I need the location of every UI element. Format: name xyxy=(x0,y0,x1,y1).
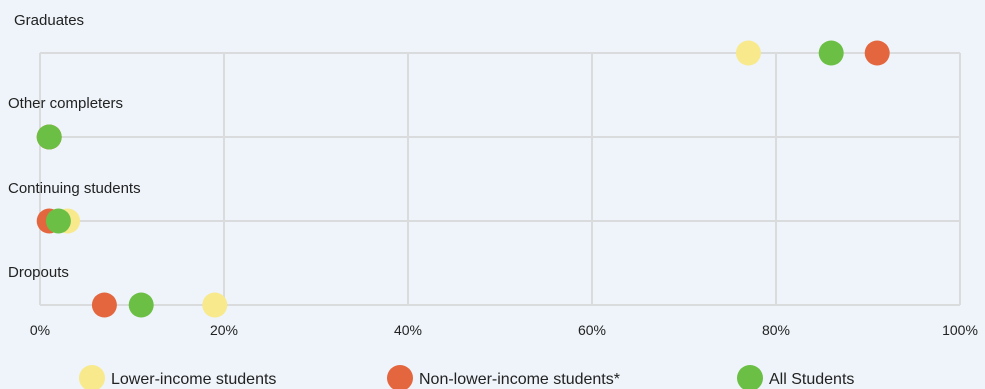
legend-swatch xyxy=(387,365,413,389)
legend-swatch xyxy=(737,365,763,389)
legend: Lower-income students Non-lower-income st… xyxy=(79,365,854,389)
vertical-gridlines xyxy=(39,53,961,305)
data-point xyxy=(45,208,71,234)
category-label: Other completers xyxy=(8,95,123,112)
data-point xyxy=(735,40,761,66)
category-label: Dropouts xyxy=(8,264,69,281)
category-rows: Graduates Other completers Continuing stud… xyxy=(8,12,960,306)
legend-label: Lower-income students xyxy=(111,371,276,388)
data-point xyxy=(202,292,228,318)
x-tick-label: 60% xyxy=(578,322,606,338)
data-point xyxy=(36,124,62,150)
data-points xyxy=(36,40,890,318)
x-tick-label: 80% xyxy=(762,322,790,338)
category-label: Continuing students xyxy=(8,180,141,197)
legend-swatch xyxy=(79,365,105,389)
category-label: Graduates xyxy=(14,12,84,29)
x-tick-label: 100% xyxy=(942,322,978,338)
legend-label: Non-lower-income students* xyxy=(419,371,620,388)
x-tick-label: 40% xyxy=(394,322,422,338)
legend-label: All Students xyxy=(769,371,854,388)
data-point xyxy=(864,40,890,66)
data-point xyxy=(818,40,844,66)
data-point xyxy=(128,292,154,318)
x-tick-label: 20% xyxy=(210,322,238,338)
x-tick-label: 0% xyxy=(30,322,50,338)
data-point xyxy=(91,292,117,318)
x-axis-ticks: 0% 20% 40% 60% 80% 100% xyxy=(30,322,978,338)
